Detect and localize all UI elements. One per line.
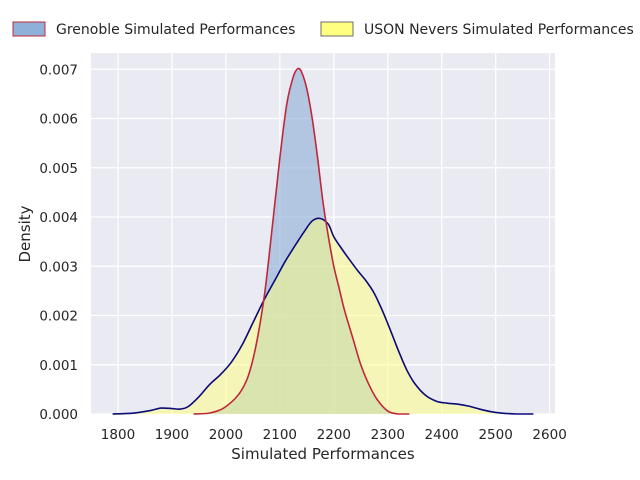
- legend: Grenoble Simulated Performances USON Nev…: [12, 21, 634, 38]
- x-tick-label: 2100: [263, 427, 297, 443]
- y-tick-label: 0.005: [39, 161, 78, 177]
- x-tick-label: 1800: [101, 427, 135, 443]
- x-axis-ticks: 1800 1900 2000 2100 2200 2300 2400 2500 2600: [101, 427, 567, 443]
- y-tick-label: 0.004: [39, 210, 78, 226]
- density-areas: [112, 68, 534, 414]
- y-tick-label: 0.006: [39, 112, 78, 128]
- x-tick-label: 1900: [155, 427, 189, 443]
- y-axis-ticks: 0.000 0.001 0.002 0.003 0.004 0.005 0.006 0.007: [39, 62, 78, 423]
- density-lines: [112, 67, 534, 415]
- y-tick-label: 0.003: [39, 259, 78, 275]
- y-tick-label: 0.007: [39, 62, 78, 78]
- x-tick-label: 2600: [532, 427, 566, 443]
- y-tick-label: 0.000: [39, 407, 78, 423]
- y-axis-title: Density: [16, 205, 34, 262]
- x-tick-label: 2200: [317, 427, 351, 443]
- legend-swatch-uson-nevers: [320, 21, 354, 37]
- density-line-uson-nevers: [112, 217, 534, 415]
- x-tick-label: 2400: [425, 427, 459, 443]
- x-tick-label: 2000: [209, 427, 243, 443]
- x-tick-label: 2300: [371, 427, 405, 443]
- legend-label-grenoble: Grenoble Simulated Performances: [56, 22, 295, 38]
- x-axis-title: Simulated Performances: [231, 445, 415, 463]
- density-line-grenoble: [193, 67, 410, 415]
- legend-swatch-grenoble: [12, 21, 46, 37]
- y-tick-label: 0.001: [39, 358, 78, 374]
- density-area-uson-nevers: [112, 218, 534, 414]
- legend-label-uson-nevers: USON Nevers Simulated Performances: [364, 22, 634, 38]
- x-tick-label: 2500: [478, 427, 512, 443]
- y-tick-label: 0.002: [39, 309, 78, 325]
